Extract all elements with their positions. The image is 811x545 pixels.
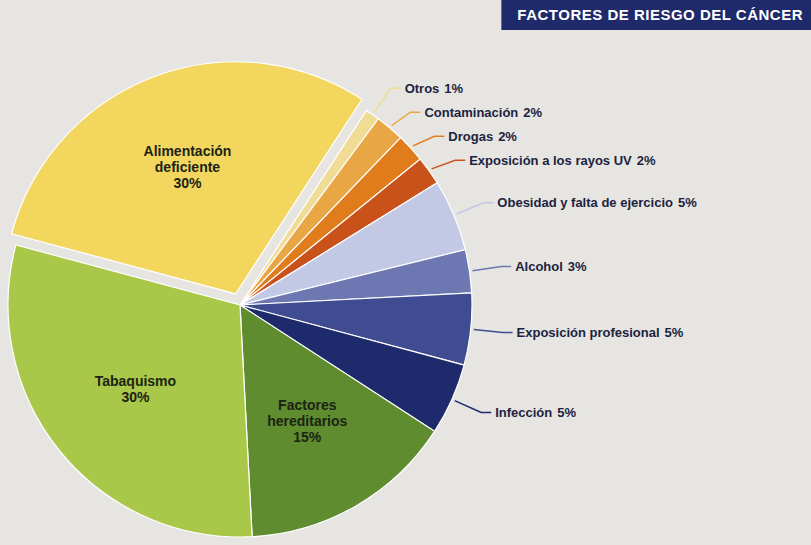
leader-line [392, 112, 421, 125]
category-name: Obesidad y falta de ejercicio [497, 195, 673, 210]
category-name: Otros [405, 81, 440, 96]
slice-label: Factoreshereditarios [267, 397, 347, 429]
category-name: Exposición a los rayos UV [469, 153, 632, 168]
slice-label: Infección 5% [495, 405, 576, 420]
value-label: 1% [444, 81, 463, 96]
value-label: 5% [665, 325, 684, 340]
value-label: 5% [678, 195, 697, 210]
slices [8, 62, 472, 537]
leader-line [455, 401, 491, 413]
slice-label: Obesidad y falta de ejercicio 5% [497, 195, 697, 210]
value-label: 30% [121, 389, 150, 405]
background [0, 0, 811, 545]
value-label: 2% [498, 129, 517, 144]
slice-label: Alimentacióndeficiente [144, 143, 232, 175]
slice-label: Contaminación 2% [424, 105, 542, 120]
leader-line [432, 160, 466, 169]
slice-label: Exposición a los rayos UV 2% [469, 153, 656, 168]
value-label: 15% [293, 429, 322, 445]
slice-label: Tabaquismo [95, 373, 176, 389]
slice-label: Exposición profesional 5% [517, 325, 684, 340]
value-label: 30% [173, 175, 202, 191]
category-name: Alcohol [515, 259, 563, 274]
category-name: Drogas [448, 129, 493, 144]
leader-line [474, 330, 513, 333]
leader-line [374, 88, 401, 112]
slice [8, 245, 252, 537]
category-name: Contaminación [424, 105, 518, 120]
slice [240, 305, 435, 537]
category-name: Infección [495, 405, 552, 420]
title: FACTORES DE RIESGO DEL CÁNCER [517, 6, 803, 23]
chart: FACTORES DE RIESGO DEL CÁNCER Alimentació… [0, 0, 811, 545]
value-label: 3% [568, 259, 587, 274]
value-label: 2% [637, 153, 656, 168]
slice-label: Otros 1% [405, 81, 464, 96]
labels: Alimentacióndeficiente30%Factoresheredit… [95, 81, 697, 445]
title-banner: FACTORES DE RIESGO DEL CÁNCER [501, 0, 811, 30]
slice-label: Alcohol 3% [515, 259, 587, 274]
leader-line [457, 203, 494, 214]
slice-label: Drogas 2% [448, 129, 517, 144]
value-label: 5% [557, 405, 576, 420]
leader-line [472, 266, 511, 270]
leader-line [413, 136, 444, 146]
banner [501, 0, 811, 30]
value-label: 2% [523, 105, 542, 120]
category-name: Exposición profesional [517, 325, 660, 340]
